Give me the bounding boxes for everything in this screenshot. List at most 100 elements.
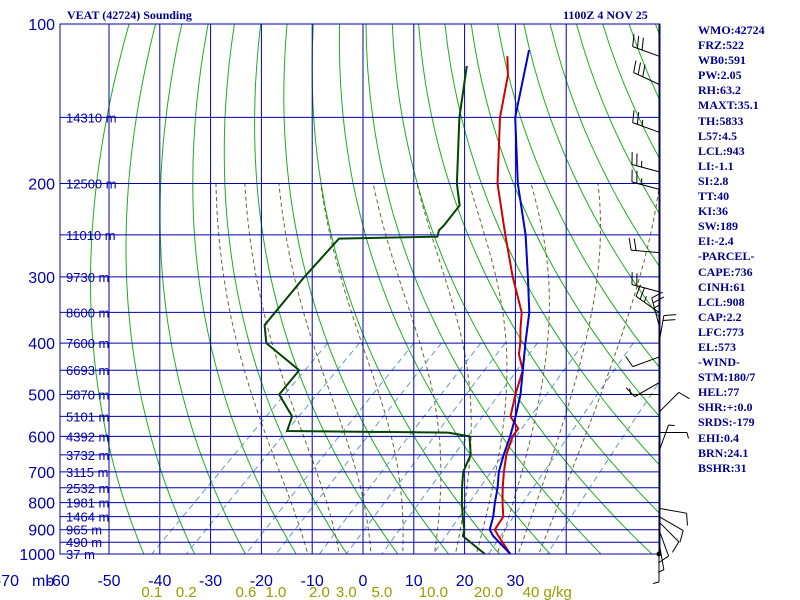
pressure-label: 800 — [28, 496, 55, 513]
dry-adiabat — [125, 24, 196, 554]
dry-adiabat — [254, 24, 399, 554]
temperature-tick: 30 — [507, 573, 525, 590]
wind-barb — [631, 272, 660, 293]
wind-barb — [658, 521, 680, 553]
pressure-label: 600 — [28, 429, 55, 446]
dry-adiabat — [761, 24, 800, 565]
wind-barb — [658, 314, 677, 344]
moist-adiabat — [517, 183, 601, 554]
wind-barb — [628, 237, 660, 254]
wind-barb — [631, 169, 660, 190]
temperature-tick: -10 — [301, 573, 324, 590]
pressure-label: 300 — [28, 270, 55, 287]
wind-barb — [625, 356, 660, 368]
dry-adiabat — [311, 24, 501, 554]
wind-barb — [632, 110, 660, 133]
stat-item: KI:36 — [698, 204, 728, 219]
mixing-ratio-label: 1.0 — [266, 584, 287, 600]
wind-barb — [652, 554, 660, 584]
stat-item: -WIND- — [698, 355, 740, 370]
moist-adiabat — [468, 183, 508, 554]
dry-adiabat — [497, 24, 660, 369]
wind-barb — [633, 60, 660, 85]
height-label: 2532 m — [66, 481, 109, 496]
dry-adiabat — [787, 24, 800, 565]
temperature-tick: 20 — [456, 573, 474, 590]
mixing-ratio-label: 2.0 — [309, 584, 330, 600]
moist-adiabat — [538, 183, 660, 554]
mixing-ratio-line — [318, 342, 482, 554]
mixing-ratio-line — [275, 342, 442, 554]
stat-item: EHI:0.4 — [698, 430, 740, 445]
stat-item: SI:2.8 — [698, 173, 729, 188]
wind-barb — [629, 388, 659, 395]
pressure-label: 100 — [28, 17, 55, 34]
height-label: 1464 m — [66, 510, 109, 525]
dry-adiabat — [576, 24, 660, 216]
stat-item: L57:4.5 — [698, 128, 737, 143]
height-label: 5870 m — [66, 387, 109, 402]
mixing-ratio-line — [432, 342, 585, 554]
temperature-tick: -60 — [47, 573, 70, 590]
mixing-ratio-line — [151, 342, 329, 554]
pressure-label: 1000 — [19, 547, 55, 564]
stat-item: FRZ:522 — [698, 38, 744, 53]
height-label: 11010 m — [66, 228, 116, 243]
height-label: 4392 m — [66, 429, 109, 444]
stat-item: CAPE:736 — [698, 264, 753, 279]
height-label: 6693 m — [66, 363, 109, 378]
temperature-tick: -50 — [97, 573, 120, 590]
stat-item: LFC:773 — [698, 324, 744, 339]
temperature-line — [493, 56, 524, 554]
stat-item: CINH:61 — [698, 279, 746, 294]
mixing-ratio-label: 0.2 — [176, 584, 197, 600]
stat-item: SRDS:-179 — [698, 415, 755, 430]
height-label: 14310 m — [66, 110, 117, 125]
plot-frame — [59, 23, 661, 555]
stat-item: EL:573 — [698, 339, 737, 354]
mixing-ratio-line — [245, 342, 415, 554]
stat-item: WB0:591 — [698, 53, 746, 68]
profile-lines — [263, 49, 531, 554]
wind-barb — [632, 34, 660, 57]
dry-adiabat — [549, 24, 660, 269]
dry-adiabat — [223, 24, 348, 554]
height-label: 12500 m — [66, 177, 117, 192]
moist-adiabat — [496, 183, 550, 554]
height-label: 7600 m — [66, 336, 109, 351]
stat-item: LI:-1.1 — [698, 158, 734, 173]
pressure-label: 400 — [28, 336, 55, 353]
pressure-unit: mb — [32, 573, 54, 590]
stat-item: CAP:2.2 — [698, 309, 742, 324]
stat-item: PW:2.05 — [698, 68, 742, 83]
moist-adiabat — [320, 183, 404, 554]
temperature-tick: -70 — [0, 573, 19, 590]
height-label: 965 m — [66, 523, 102, 538]
dry-adiabat — [338, 24, 551, 554]
stat-item: WMO:42724 — [698, 23, 765, 37]
wind-barb — [658, 529, 670, 564]
dry-adiabat — [365, 24, 602, 554]
height-label: 3115 m — [66, 465, 108, 480]
moist-adiabat — [215, 183, 309, 554]
dry-adiabat — [192, 24, 297, 554]
wind-barb — [658, 391, 690, 413]
chart-title: VEAT (42724) Sounding — [67, 8, 192, 22]
wind-barb — [631, 152, 660, 173]
stat-item: LCL:943 — [698, 143, 745, 158]
height-label: 5101 m — [66, 409, 109, 424]
mixing-ratio-label: 40 g/kg — [523, 584, 572, 600]
mixing-ratio-line — [185, 342, 360, 554]
stat-item: SW:189 — [698, 219, 739, 234]
height-label: 490 m — [66, 535, 102, 550]
temperature-tick: 0 — [359, 573, 368, 590]
dry-adiabat — [523, 24, 660, 319]
wind-barbs — [625, 24, 690, 584]
stat-item: BSHR:31 — [698, 460, 747, 475]
height-label: 8600 m — [66, 305, 109, 320]
stat-item: LCL:908 — [698, 294, 745, 309]
moist-adiabat — [372, 183, 442, 554]
wind-barb — [659, 432, 689, 439]
mixing-ratio-line — [345, 342, 506, 554]
